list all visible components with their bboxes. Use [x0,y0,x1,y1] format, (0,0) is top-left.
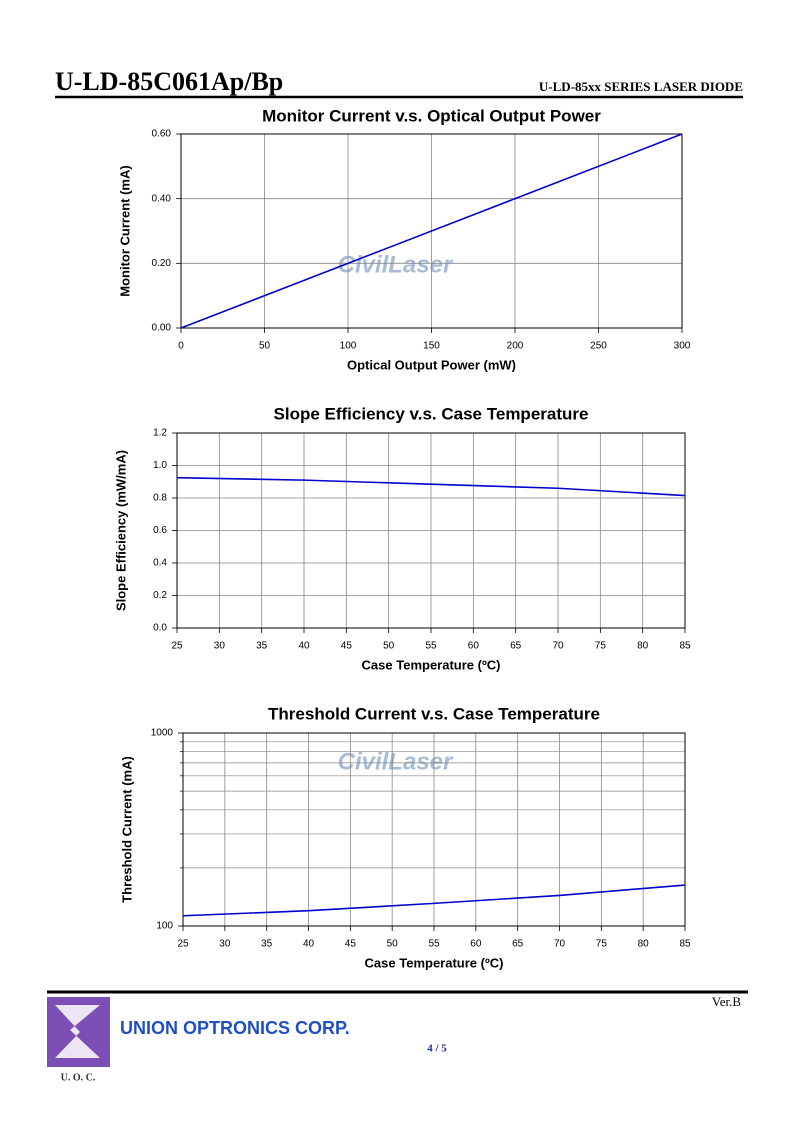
y-tick-label: 0.40 [152,193,172,204]
x-tick-label: 0 [178,341,184,352]
watermark: CivilLaser [338,251,454,278]
x-tick-label: 80 [637,641,649,652]
x-tick-label: 25 [177,939,189,950]
x-tick-label: 70 [552,641,564,652]
x-tick-label: 60 [468,641,480,652]
x-tick-label: 25 [171,641,183,652]
x-tick-label: 50 [383,641,395,652]
x-tick-label: 85 [679,641,691,652]
x-tick-label: 200 [507,341,524,352]
watermark: CivilLaser [338,748,454,775]
chart-title: Slope Efficiency v.s. Case Temperature [274,404,589,423]
y-tick-label: 0.8 [153,493,167,504]
plot-frame [182,732,686,927]
x-tick-label: 65 [512,939,524,950]
x-tick-label: 70 [554,939,566,950]
chart-title: Threshold Current v.s. Case Temperature [268,704,600,723]
x-tick-label: 250 [590,341,607,352]
x-tick-label: 45 [345,939,357,950]
y-tick-label: 1.2 [153,428,167,439]
data-line [180,133,683,329]
x-tick-label: 55 [425,641,437,652]
chart-title: Monitor Current v.s. Optical Output Powe… [262,106,601,125]
y-tick-label: 0.60 [152,129,172,140]
x-tick-label: 300 [674,341,691,352]
logo [47,997,110,1067]
y-axis-label: Slope Efficiency (mW/mA) [113,450,128,611]
x-tick-label: 30 [219,939,231,950]
y-tick-label: 100 [156,921,173,932]
y-tick-label: 0.4 [153,558,167,569]
y-tick-label: 0.2 [153,590,167,601]
x-tick-label: 75 [595,641,607,652]
y-tick-label: 1.0 [153,460,167,471]
page-number: 4 / 5 [427,1043,447,1055]
logo-text: U. O. C. [61,1072,96,1083]
plot-frame [180,133,683,329]
version: Ver.B [712,994,742,1009]
x-tick-label: 30 [214,641,226,652]
x-axis-label: Case Temperature (ºC) [365,955,504,970]
x-tick-label: 85 [679,939,691,950]
x-tick-label: 150 [423,341,440,352]
x-tick-label: 80 [638,939,650,950]
doc-series: U-LD-85xx SERIES LASER DIODE [539,79,743,94]
data-line [182,884,686,917]
x-tick-label: 50 [259,341,271,352]
x-tick-label: 40 [298,641,310,652]
y-axis-label: Monitor Current (mA) [117,165,132,296]
y-tick-label: 1000 [151,728,174,739]
y-tick-label: 0.6 [153,525,167,536]
y-tick-label: 0.0 [153,623,167,634]
x-tick-label: 100 [340,341,357,352]
x-tick-label: 35 [261,939,273,950]
doc-title: U-LD-85C061Ap/Bp [55,67,283,96]
x-axis-label: Optical Output Power (mW) [347,357,516,372]
y-axis-label: Threshold Current (mA) [119,756,134,903]
data-line [176,476,686,497]
x-tick-label: 50 [387,939,399,950]
company-name: UNION OPTRONICS CORP. [120,1018,350,1038]
y-tick-label: 0.00 [152,323,172,334]
x-axis-label: Case Temperature (ºC) [362,657,501,672]
x-tick-label: 40 [303,939,315,950]
x-tick-label: 60 [470,939,482,950]
x-tick-label: 45 [341,641,353,652]
x-tick-label: 35 [256,641,268,652]
x-tick-label: 55 [428,939,440,950]
x-tick-label: 65 [510,641,522,652]
x-tick-label: 75 [596,939,608,950]
y-tick-label: 0.20 [152,258,172,269]
plot-frame [176,432,686,629]
